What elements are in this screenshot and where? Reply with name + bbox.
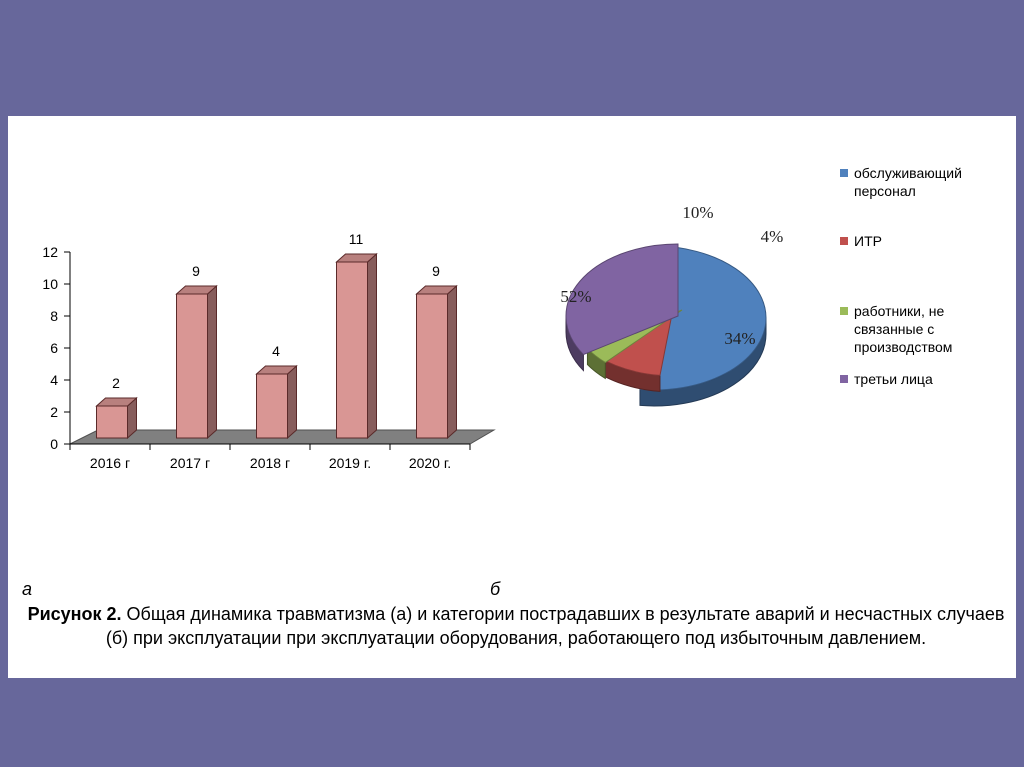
x-tick-label: 2017 г <box>170 455 210 471</box>
caption-text: Общая динамика травматизма (а) и категор… <box>105 604 1005 648</box>
x-tick-label: 2016 г <box>90 455 130 471</box>
y-tick-label: 4 <box>50 372 58 388</box>
bar-top <box>415 285 458 295</box>
caption-label-b: б <box>490 579 501 599</box>
legend-item-2: работники, не связанные с производством <box>840 303 952 355</box>
bar-side <box>447 284 457 440</box>
y-tick-label: 8 <box>50 308 58 324</box>
pie-slice-3 <box>565 243 679 372</box>
pie-legend: обслуживающий персонал ИТР работники, не свя… <box>840 165 962 387</box>
bar-front <box>256 373 288 439</box>
bar-top <box>175 285 218 295</box>
bar-data-label: 4 <box>272 343 280 359</box>
x-tick-label: 2018 г <box>250 455 290 471</box>
legend-label: работники, не связанные с производством <box>854 303 952 355</box>
bar-3 <box>335 252 378 440</box>
legend-swatch <box>840 237 848 245</box>
bar-data-label: 11 <box>349 231 364 247</box>
y-tick-label: 2 <box>50 404 58 420</box>
bar-0 <box>95 396 138 440</box>
y-tick-label: 12 <box>42 244 58 260</box>
legend-item-1: ИТР <box>840 233 882 249</box>
legend-swatch <box>840 169 848 177</box>
pie-data-label: 4% <box>761 227 784 246</box>
legend-label: третьи лица <box>854 371 933 387</box>
legend-label: ИТР <box>854 233 882 249</box>
bar-front <box>176 293 208 439</box>
caption-label-a: а <box>22 579 33 599</box>
pie-data-label: 34% <box>724 329 755 348</box>
pie-data-label: 52% <box>560 287 591 306</box>
bar-front <box>96 405 128 439</box>
bar-top <box>95 397 138 407</box>
slide-panel: 0 2 4 6 8 10 12 2 2016 г 9 2017 г 4 2018 г 11 2019 г. 9… <box>8 116 1016 678</box>
y-tick-label: 6 <box>50 340 58 356</box>
legend-item-3: третьи лица <box>840 371 933 387</box>
bar-side <box>207 284 217 440</box>
bar-front <box>336 261 368 439</box>
pie-data-label: 10% <box>682 203 713 222</box>
bar-1 <box>175 284 218 440</box>
y-tick-label: 0 <box>50 436 58 452</box>
legend-item-0: обслуживающий персонал <box>840 165 962 199</box>
bar-side <box>367 252 377 440</box>
pie-chart: 52% 10% 4% 34% <box>560 203 784 407</box>
pie-slice-top <box>565 243 679 356</box>
x-tick-label: 2019 г. <box>329 455 371 471</box>
charts-canvas: 0 2 4 6 8 10 12 2 2016 г 9 2017 г 4 2018 г 11 2019 г. 9… <box>42 165 962 471</box>
bar-top <box>335 253 378 263</box>
bar-data-label: 9 <box>432 263 440 279</box>
bar-data-label: 9 <box>192 263 200 279</box>
bar-front <box>416 293 448 439</box>
legend-label: обслуживающий персонал <box>854 165 962 199</box>
x-tick-label: 2020 г. <box>409 455 451 471</box>
caption-bold: Рисунок 2. <box>27 604 122 624</box>
bar-top <box>255 365 298 375</box>
legend-swatch <box>840 307 848 315</box>
figure-caption: Рисунок 2. Общая динамика травматизма (а… <box>26 602 1006 650</box>
bar-data-label: 2 <box>112 375 120 391</box>
bar-4 <box>415 284 458 440</box>
bar-chart: 0 2 4 6 8 10 12 2 2016 г 9 2017 г 4 2018 г 11 2019 г. 9… <box>42 231 496 471</box>
legend-swatch <box>840 375 848 383</box>
bar-side <box>287 364 297 440</box>
y-tick-label: 10 <box>42 276 58 292</box>
bar-2 <box>255 364 298 440</box>
